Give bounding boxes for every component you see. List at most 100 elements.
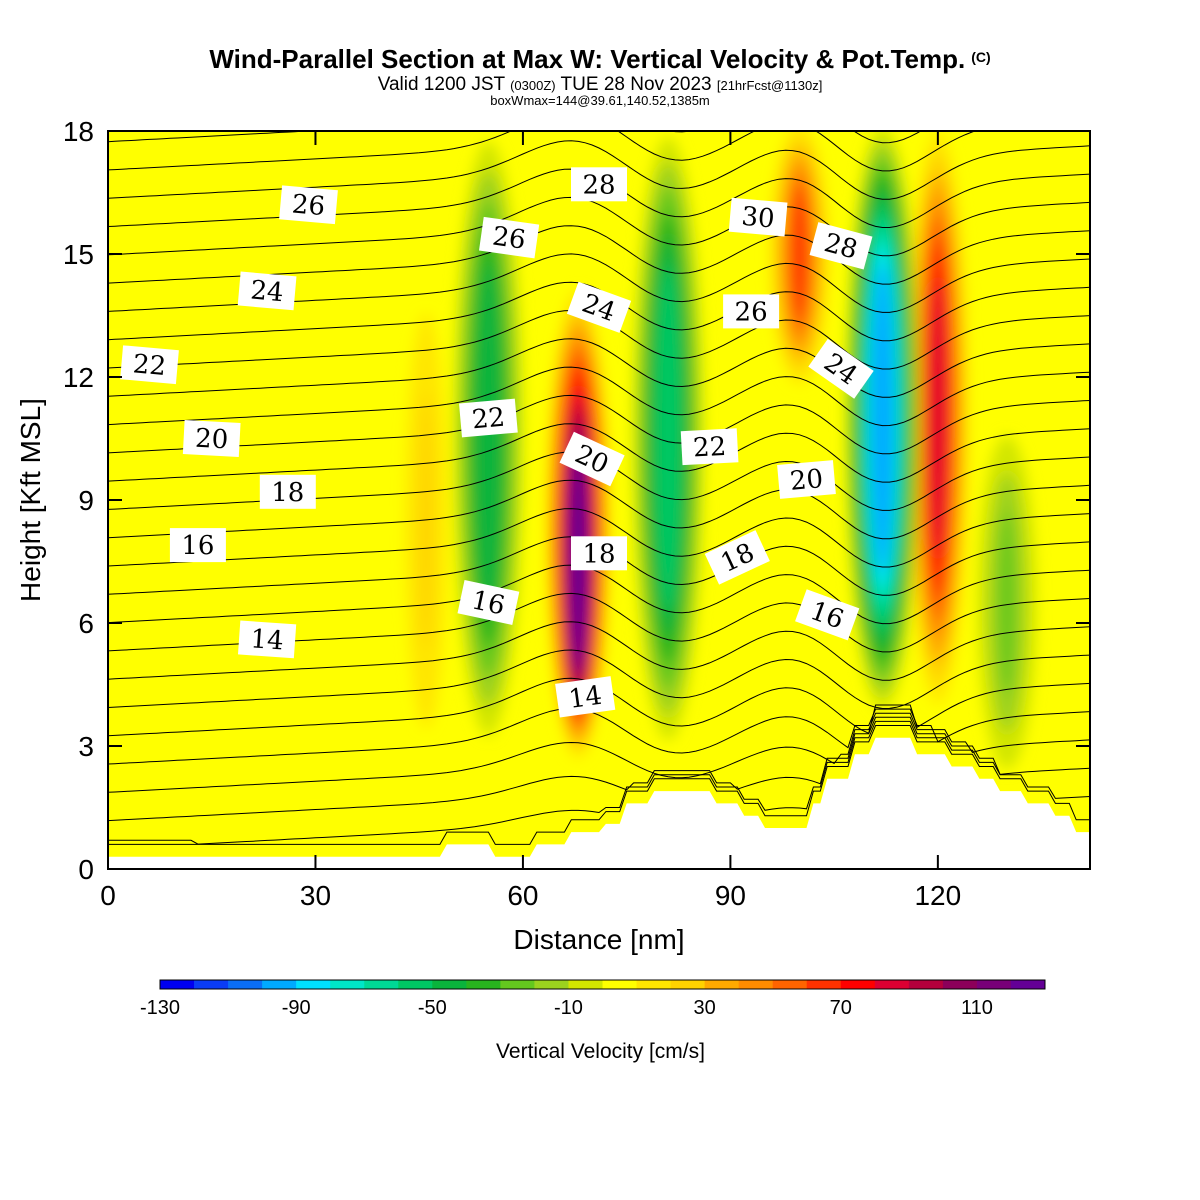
colorbar-tick-label: 30 [693,997,715,1019]
theta-label: 16 [457,580,520,625]
theta-contour-line [108,621,1090,681]
x-tick-label: 0 [100,880,116,911]
colorbar-swatch [908,980,944,989]
title-text: Wind-Parallel Section at Max W: Vertical… [209,44,966,74]
velocity-cell-downdraft [977,435,1037,770]
colorbar-tick-label: -10 [554,997,583,1019]
y-tick-label: 9 [78,485,94,516]
y-tick-label: 12 [63,362,94,393]
theta-label: 14 [237,620,297,659]
theta-label-text: 30 [740,202,776,235]
theta-contour-line [108,423,1090,483]
theta-label: 26 [479,216,540,259]
colorbar-swatch [466,980,501,989]
theta-label-box [182,420,241,457]
theta-label-text: 20 [194,424,229,456]
theta-contour-line [108,564,1090,625]
theta-label-text: 14 [567,681,604,715]
colorbar-tick-label: 70 [830,997,852,1019]
theta-contour-line [108,712,1090,793]
colorbar-swatch [976,980,1012,989]
y-tick-label: 3 [78,731,94,762]
copyright-mark: (C) [971,49,991,65]
x-axis-label: Distance [nm] [513,924,684,955]
theta-label-box [559,431,625,487]
theta-label-text: 18 [271,478,304,508]
valid-utc: (0300Z) [510,78,556,93]
theta-label: 28 [809,222,873,270]
theta-label-box [795,589,860,641]
theta-label: 22 [120,345,179,385]
theta-label-box [704,530,770,585]
colorbar-swatch [262,980,297,989]
theta-label-box [279,185,338,225]
y-tick-label: 6 [78,608,94,639]
valid-date: TUE 28 Nov 2023 [560,74,712,95]
velocity-cell-downdraft [632,136,704,741]
theta-label-box [571,536,627,571]
colorbar-swatch [160,980,195,989]
theta-contour-line [108,479,1090,540]
theta-label: 26 [279,185,338,225]
theta-contour-line [108,131,922,144]
theta-contours [108,131,1090,845]
colorbar-swatch [738,980,774,989]
theta-label-box [120,345,179,385]
theta-label-text: 16 [469,585,508,621]
colorbar-swatch [1010,980,1046,989]
colorbar-swatch [364,980,399,989]
theta-label-text: 20 [789,464,825,497]
velocity-cell-updraft [770,131,830,384]
velocity-band [999,510,1016,695]
theta-label: 30 [728,197,788,237]
velocity-band [480,291,497,586]
colorbar: -130 -90 -50 -10 30 70 110 Vertical Velocity [c… [140,979,1046,1063]
colorbar-swatch [942,980,978,989]
colorbar-swatch [194,980,229,989]
velocity-band [419,391,433,650]
chart-subtitle: Valid 1200 JST (0300Z) TUE 28 Nov 2023 [… [0,74,1200,96]
velocity-cell-downdraft [453,141,524,736]
colorbar-swatch [432,980,467,989]
theta-label: 14 [555,676,616,718]
colorbar-swatch [636,980,672,989]
colorbar-swatch [398,980,433,989]
theta-contour-line [108,196,1090,257]
theta-label-text: 22 [692,432,727,464]
axes: 0 30 60 90 120 0 3 6 9 12 15 18 Distance [nm] Height … [15,116,1090,955]
theta-label: 24 [237,271,297,311]
colorbar-swatch [840,980,876,989]
theta-label-box [457,580,520,625]
y-tick-label: 15 [63,239,94,270]
theta-label-box [728,197,788,237]
theta-label-box [777,460,836,499]
x-tick-label: 30 [300,880,331,911]
theta-label: 28 [571,167,627,202]
colorbar-swatch [568,980,603,989]
velocity-cell-updraft [907,132,969,704]
colorbar-swatch [670,980,706,989]
theta-label: 16 [169,528,226,563]
theta-label-box [459,398,518,438]
theta-label-box [680,428,739,466]
colorbar-swatch [296,980,331,989]
theta-label-text: 26 [735,297,768,327]
y-tick-label: 18 [63,116,94,147]
velocity-band [874,279,891,557]
theta-label: 18 [571,536,627,571]
y-tick-label: 0 [78,854,94,885]
theta-contour-line [108,720,1090,845]
theta-contour-line [108,708,1090,765]
theta-label-text: 28 [582,170,615,200]
velocity-cell-downdraft [845,131,920,710]
velocity-band [660,291,677,586]
theta-label-text: 26 [490,221,527,255]
theta-contour-line [108,649,1090,710]
theta-contour-line [108,725,1090,845]
colorbar-swatch [534,980,569,989]
forecast-info: [21hrFcst@1130z] [716,78,823,93]
theta-contour-line [108,338,1090,398]
theta-label-box [237,620,297,659]
